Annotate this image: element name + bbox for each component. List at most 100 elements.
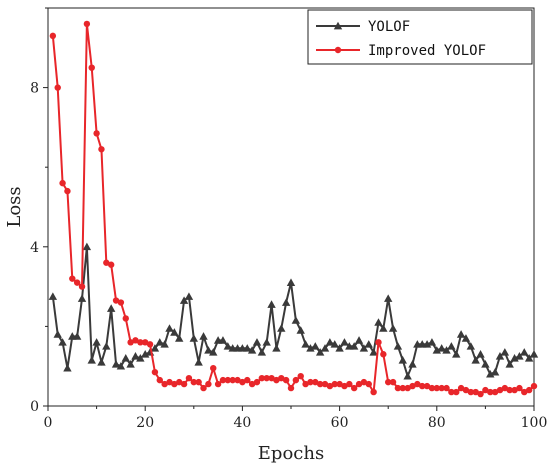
data-point xyxy=(64,187,71,195)
data-point xyxy=(214,380,222,388)
data-point xyxy=(263,374,270,382)
y-axis-label: Loss xyxy=(4,186,25,227)
data-point xyxy=(93,130,100,137)
data-point xyxy=(262,338,271,346)
data-point xyxy=(399,384,406,392)
data-point xyxy=(393,342,403,350)
data-point xyxy=(530,382,538,390)
data-point xyxy=(491,388,499,396)
data-point xyxy=(472,388,479,396)
y-tick-label: 8 xyxy=(30,81,39,97)
data-point xyxy=(457,384,465,392)
data-point xyxy=(244,376,251,384)
data-point xyxy=(286,278,296,286)
data-point xyxy=(389,378,397,386)
data-point xyxy=(388,324,398,332)
data-point xyxy=(380,351,387,358)
data-point xyxy=(340,338,349,346)
data-point xyxy=(292,376,300,384)
data-point xyxy=(311,342,320,350)
plot-area xyxy=(47,7,535,407)
data-point xyxy=(301,340,310,348)
data-point xyxy=(88,64,95,71)
y-tick-label: 0 xyxy=(30,399,39,415)
data-point xyxy=(350,384,358,392)
data-point xyxy=(126,360,135,368)
data-point xyxy=(384,294,393,302)
data-point xyxy=(422,340,432,348)
data-point xyxy=(121,354,130,362)
data-point xyxy=(490,367,500,376)
data-point xyxy=(102,342,111,350)
data-point xyxy=(170,328,179,336)
data-point xyxy=(278,374,285,382)
data-point xyxy=(82,242,92,251)
data-point xyxy=(354,336,364,344)
data-point xyxy=(466,342,476,350)
data-point xyxy=(195,378,202,386)
x-tick-label: 40 xyxy=(233,415,251,431)
data-point xyxy=(320,344,330,352)
x-tick-label: 20 xyxy=(136,415,154,431)
data-point xyxy=(369,348,378,356)
data-point xyxy=(176,378,183,386)
data-point xyxy=(315,348,325,356)
data-point xyxy=(495,352,505,360)
data-point xyxy=(307,378,314,386)
data-point xyxy=(501,384,509,392)
legend-marker xyxy=(334,46,342,54)
data-point xyxy=(189,334,198,342)
data-point xyxy=(364,340,373,348)
plot-frame xyxy=(47,7,535,407)
data-point xyxy=(194,358,203,366)
data-point xyxy=(166,378,173,386)
data-point xyxy=(117,299,125,306)
data-point xyxy=(336,380,343,388)
data-point xyxy=(496,386,504,394)
series-yolof xyxy=(48,242,539,380)
data-point xyxy=(282,376,290,384)
data-point xyxy=(98,146,105,153)
data-point xyxy=(247,346,257,354)
data-point xyxy=(63,363,72,372)
data-point xyxy=(239,378,246,386)
data-point xyxy=(476,350,485,358)
data-point xyxy=(453,388,460,396)
data-point xyxy=(360,378,368,386)
data-point xyxy=(277,324,286,332)
data-point xyxy=(427,338,437,346)
data-point xyxy=(103,259,110,266)
data-point xyxy=(515,352,524,360)
x-tick-label: 80 xyxy=(428,415,446,431)
data-point xyxy=(272,344,281,352)
data-point xyxy=(116,362,126,370)
data-point xyxy=(200,384,207,392)
data-point xyxy=(234,376,241,384)
data-point xyxy=(161,380,168,388)
data-point xyxy=(132,337,139,344)
data-point xyxy=(346,380,353,388)
data-point xyxy=(83,20,91,28)
data-point xyxy=(461,334,471,342)
data-point xyxy=(520,348,529,356)
data-point xyxy=(404,384,411,392)
x-tick-label: 100 xyxy=(521,415,548,431)
data-point xyxy=(151,368,159,376)
data-point xyxy=(365,380,372,388)
data-point xyxy=(87,356,96,364)
data-point xyxy=(268,374,275,382)
data-point xyxy=(462,386,470,394)
legend: YOLOF Improved YOLOF xyxy=(307,9,533,65)
data-point xyxy=(243,344,252,352)
data-point xyxy=(312,378,319,386)
data-point xyxy=(229,376,236,384)
data-point xyxy=(146,341,154,348)
data-point xyxy=(281,298,291,306)
data-point xyxy=(456,330,466,338)
data-point xyxy=(107,261,115,268)
data-point xyxy=(316,380,324,388)
series-layer xyxy=(48,20,539,398)
y-tick-label: 4 xyxy=(30,240,39,256)
series-line xyxy=(51,23,535,396)
data-point xyxy=(248,380,256,388)
